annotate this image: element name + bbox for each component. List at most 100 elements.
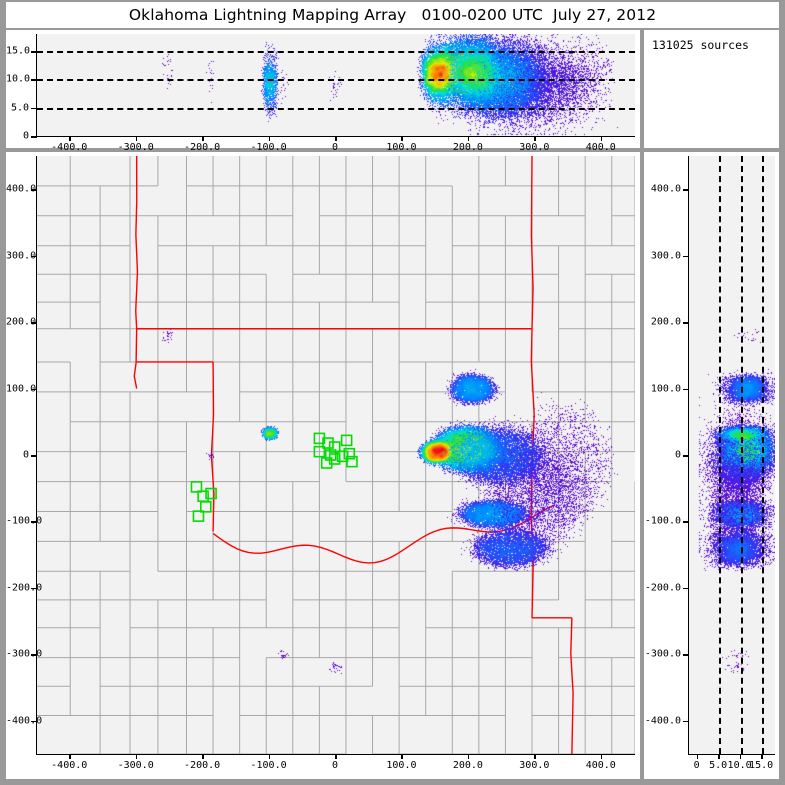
map-ytick-label: -400.0: [6, 715, 43, 727]
map-ytick: [31, 322, 37, 324]
lma-station-marker[interactable]: [205, 487, 217, 500]
map-xtick-label: -400.0: [51, 760, 88, 771]
lma-station-marker[interactable]: [199, 501, 212, 513]
page-title: Oklahoma Lightning Mapping Array 0100-02…: [128, 6, 657, 24]
lma-station-marker[interactable]: [328, 441, 341, 453]
map-ytick: [31, 587, 37, 590]
top-xtick-label: 400.0: [585, 142, 616, 153]
map-ytick-label: 400.0: [6, 183, 37, 195]
top-gridline: [37, 51, 635, 53]
map-xtick: [401, 754, 403, 759]
right-ytick: [683, 521, 689, 523]
right-ytick-label: 400.0: [650, 183, 681, 195]
map-xtick-label: -100.0: [250, 760, 287, 771]
lma-station-marker[interactable]: [320, 457, 333, 469]
altitude-vs-east-west-plot[interactable]: [36, 34, 635, 137]
lma-station-marker[interactable]: [190, 481, 203, 493]
lma-station-marker[interactable]: [324, 449, 337, 461]
right-xtick: [696, 754, 699, 759]
right-ytick: [683, 654, 689, 656]
map-xtick-label: 100.0: [386, 760, 417, 771]
top-xtick: [135, 136, 138, 141]
map-xtick: [335, 754, 337, 759]
top-gridline: [37, 79, 635, 82]
top-xtick-label: 200.0: [452, 142, 483, 153]
top-xtick-label: -300.0: [117, 142, 154, 153]
top-xtick-label: 0: [331, 142, 339, 153]
top-xtick-label: 100.0: [386, 142, 417, 153]
right-ytick: [683, 255, 689, 258]
map-xtick: [268, 754, 271, 759]
top-xtick: [600, 136, 603, 141]
map-ytick: [31, 654, 37, 656]
right-ytick-label: -100.0: [644, 515, 681, 527]
top-xtick: [401, 136, 403, 141]
top-xtick-label: -100.0: [250, 142, 287, 153]
lma-station-marker[interactable]: [343, 447, 356, 460]
top-ytick: [31, 79, 37, 81]
map-xtick-label: 300.0: [519, 760, 550, 771]
map-xtick: [69, 754, 71, 759]
lma-station-marker[interactable]: [313, 445, 326, 458]
top-xtick-label: -400.0: [51, 142, 88, 153]
right-ytick-label: 0: [674, 449, 681, 461]
map-ytick-label: 200.0: [6, 316, 37, 328]
map-ytick: [31, 720, 37, 723]
top-xtick-label: -200.0: [184, 142, 221, 153]
plan-view-map-panel[interactable]: 400.0 300.0 200.0 100.0 0 -100.0 -200.0 -300.0 -…: [6, 152, 640, 779]
right-ytick-label: -300.0: [644, 648, 681, 660]
map-xtick-label: 400.0: [585, 760, 616, 771]
lma-station-marker[interactable]: [336, 450, 349, 463]
top-xtick: [202, 136, 204, 141]
right-ytick-label: 200.0: [650, 316, 681, 328]
map-ytick-label: 0: [22, 449, 29, 461]
top-xtick: [534, 136, 536, 141]
map-xtick: [135, 754, 138, 759]
top-xtick: [69, 136, 71, 141]
map-xtick: [467, 754, 470, 759]
altitude-source-density-canvas: [37, 34, 635, 136]
right-gridline: [719, 156, 722, 754]
right-ytick: [683, 720, 689, 723]
lma-station-marker[interactable]: [322, 437, 334, 449]
title-bar: Oklahoma Lightning Mapping Array 0100-02…: [6, 2, 779, 28]
map-xtick-label: -300.0: [117, 760, 154, 771]
top-ytick: [31, 51, 37, 53]
top-ytick: [31, 136, 37, 138]
map-xtick: [600, 754, 603, 759]
north-south-vs-altitude-plot[interactable]: [688, 156, 775, 755]
source-count-panel: 131025 sources: [644, 30, 779, 148]
right-ytick: [683, 455, 689, 457]
map-ytick-label: 100.0: [6, 383, 37, 395]
lma-station-marker[interactable]: [192, 510, 205, 522]
map-ytick: [31, 521, 37, 523]
top-gridline: [37, 107, 635, 110]
right-ytick-label: -200.0: [644, 582, 681, 594]
right-xtick: [739, 754, 742, 759]
altitude-vs-east-west-panel[interactable]: 0 5.0 10.0 15.0 -400.0 -300.0 -200.0 -100.0 0 100…: [6, 30, 640, 153]
right-ytick-label: 300.0: [650, 250, 681, 262]
lma-station-layer: [190, 432, 358, 522]
right-ytick: [683, 322, 689, 324]
right-ytick: [683, 388, 689, 391]
map-ytick: [31, 455, 37, 457]
lma-station-marker[interactable]: [340, 434, 353, 447]
map-ytick: [31, 255, 37, 258]
right-ytick-label: -400.0: [644, 715, 681, 727]
map-ytick-label: -200.0: [6, 582, 43, 594]
map-ytick-label: -300.0: [6, 648, 43, 660]
plan-view-map-plot[interactable]: [36, 156, 635, 755]
map-ytick-label: -100.0: [6, 515, 43, 527]
right-xtick: [718, 754, 720, 759]
north-south-vs-altitude-panel[interactable]: 400.0 300.0 200.0 100.0 0 -100.0 -200.0 -300.0 -…: [644, 152, 779, 779]
right-gridline: [740, 156, 743, 754]
right-ytick: [683, 189, 689, 191]
right-ytick-label: 100.0: [650, 383, 681, 395]
top-xtick: [268, 136, 271, 141]
top-ytick: [31, 107, 37, 110]
map-ytick: [31, 189, 37, 191]
lma-station-marker[interactable]: [328, 453, 341, 465]
map-xtick-label: 200.0: [452, 760, 483, 771]
right-xtick-label: 0: [693, 760, 700, 771]
